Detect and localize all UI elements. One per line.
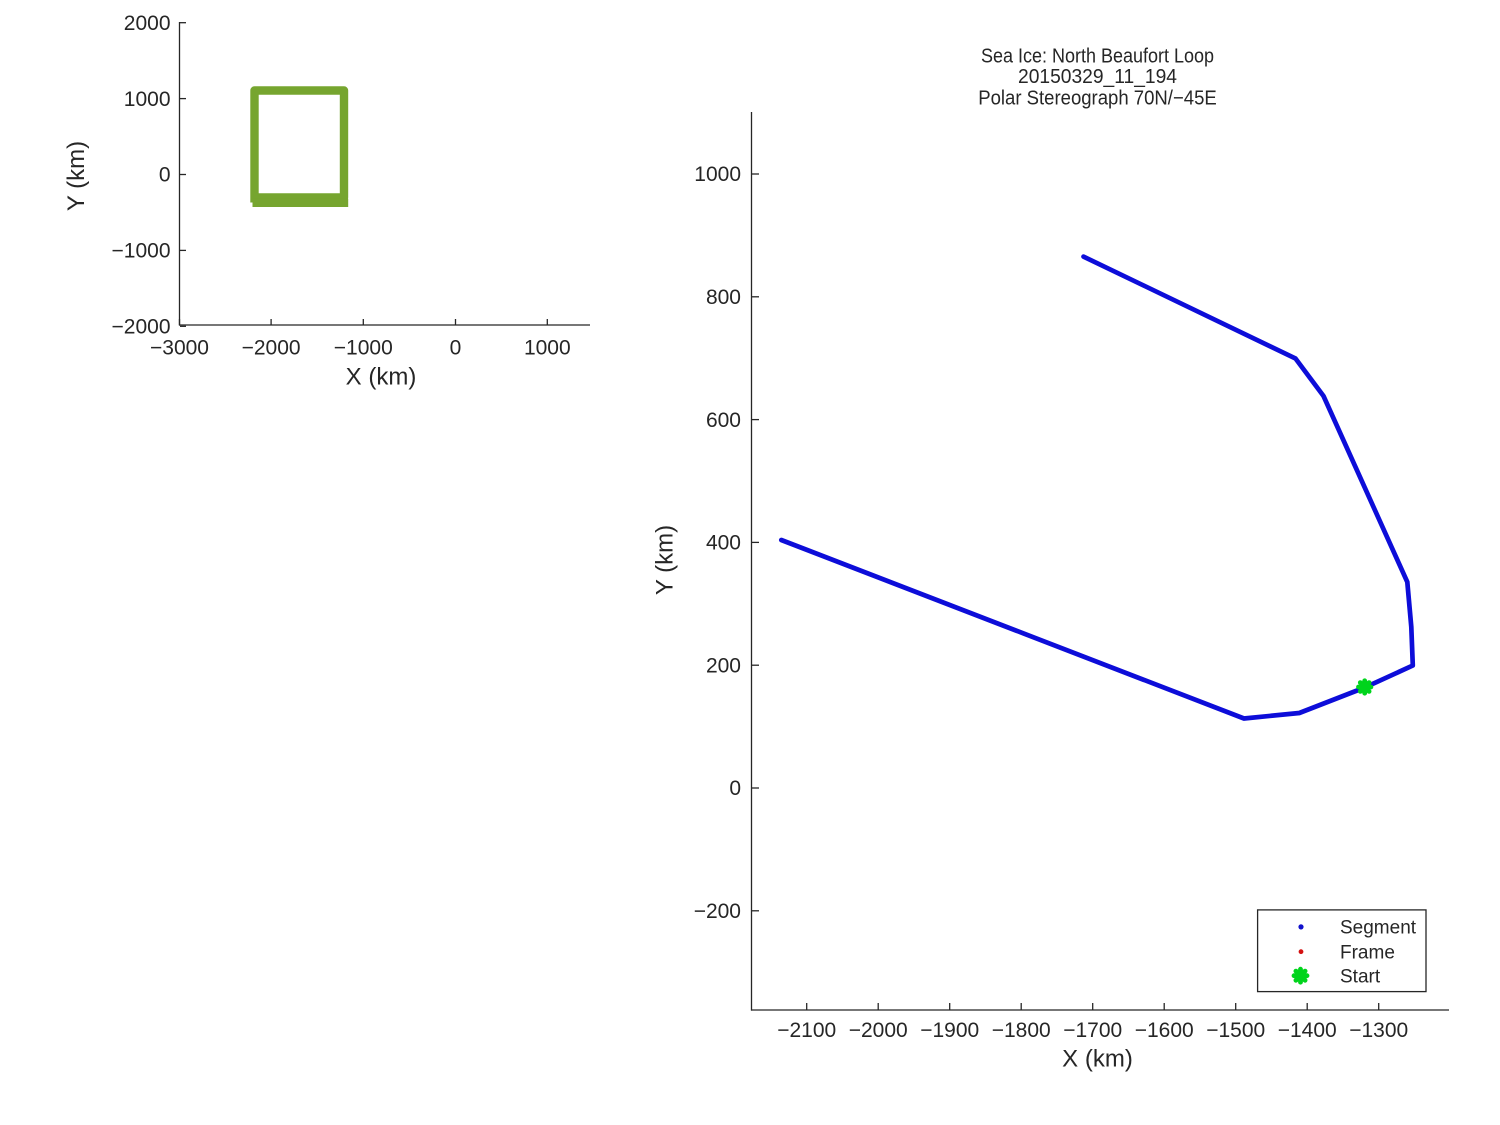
svg-text:Y (km): Y (km) [63,141,90,211]
svg-text:−2100: −2100 [777,1019,836,1042]
svg-text:−2000: −2000 [112,316,171,339]
svg-text:−200: −200 [694,900,741,923]
svg-text:Polar Stereograph 70N/−45E: Polar Stereograph 70N/−45E [978,88,1217,110]
svg-text:−1000: −1000 [334,337,393,360]
svg-text:1000: 1000 [694,163,741,186]
svg-text:0: 0 [729,777,741,800]
svg-text:−2000: −2000 [242,337,301,360]
svg-text:−3000: −3000 [150,337,209,360]
svg-text:−1300: −1300 [1349,1019,1408,1042]
svg-text:Y (km): Y (km) [652,525,679,595]
svg-text:200: 200 [706,654,741,677]
svg-text:X (km): X (km) [1062,1046,1133,1073]
svg-text:800: 800 [706,286,741,309]
svg-text:Frame: Frame [1340,942,1395,963]
svg-text:400: 400 [706,532,741,555]
svg-text:0: 0 [159,164,171,187]
svg-text:Segment: Segment [1340,918,1417,939]
svg-text:600: 600 [706,409,741,432]
svg-text:−1700: −1700 [1063,1019,1122,1042]
svg-text:1000: 1000 [524,337,571,360]
svg-text:−1000: −1000 [112,240,171,263]
svg-text:Start: Start [1340,967,1381,988]
svg-text:Sea Ice: North Beaufort Loop: Sea Ice: North Beaufort Loop [981,46,1214,68]
svg-text:−1800: −1800 [992,1019,1051,1042]
svg-text:20150329_11_194: 20150329_11_194 [1018,66,1177,88]
svg-text:−1400: −1400 [1278,1019,1337,1042]
svg-text:−1600: −1600 [1135,1019,1194,1042]
svg-text:X (km): X (km) [346,364,417,391]
svg-text:0: 0 [450,337,462,360]
svg-text:−2000: −2000 [849,1019,908,1042]
svg-text:−1900: −1900 [920,1019,979,1042]
svg-text:2000: 2000 [124,12,171,35]
svg-text:1000: 1000 [124,88,171,111]
svg-text:−1500: −1500 [1206,1019,1265,1042]
